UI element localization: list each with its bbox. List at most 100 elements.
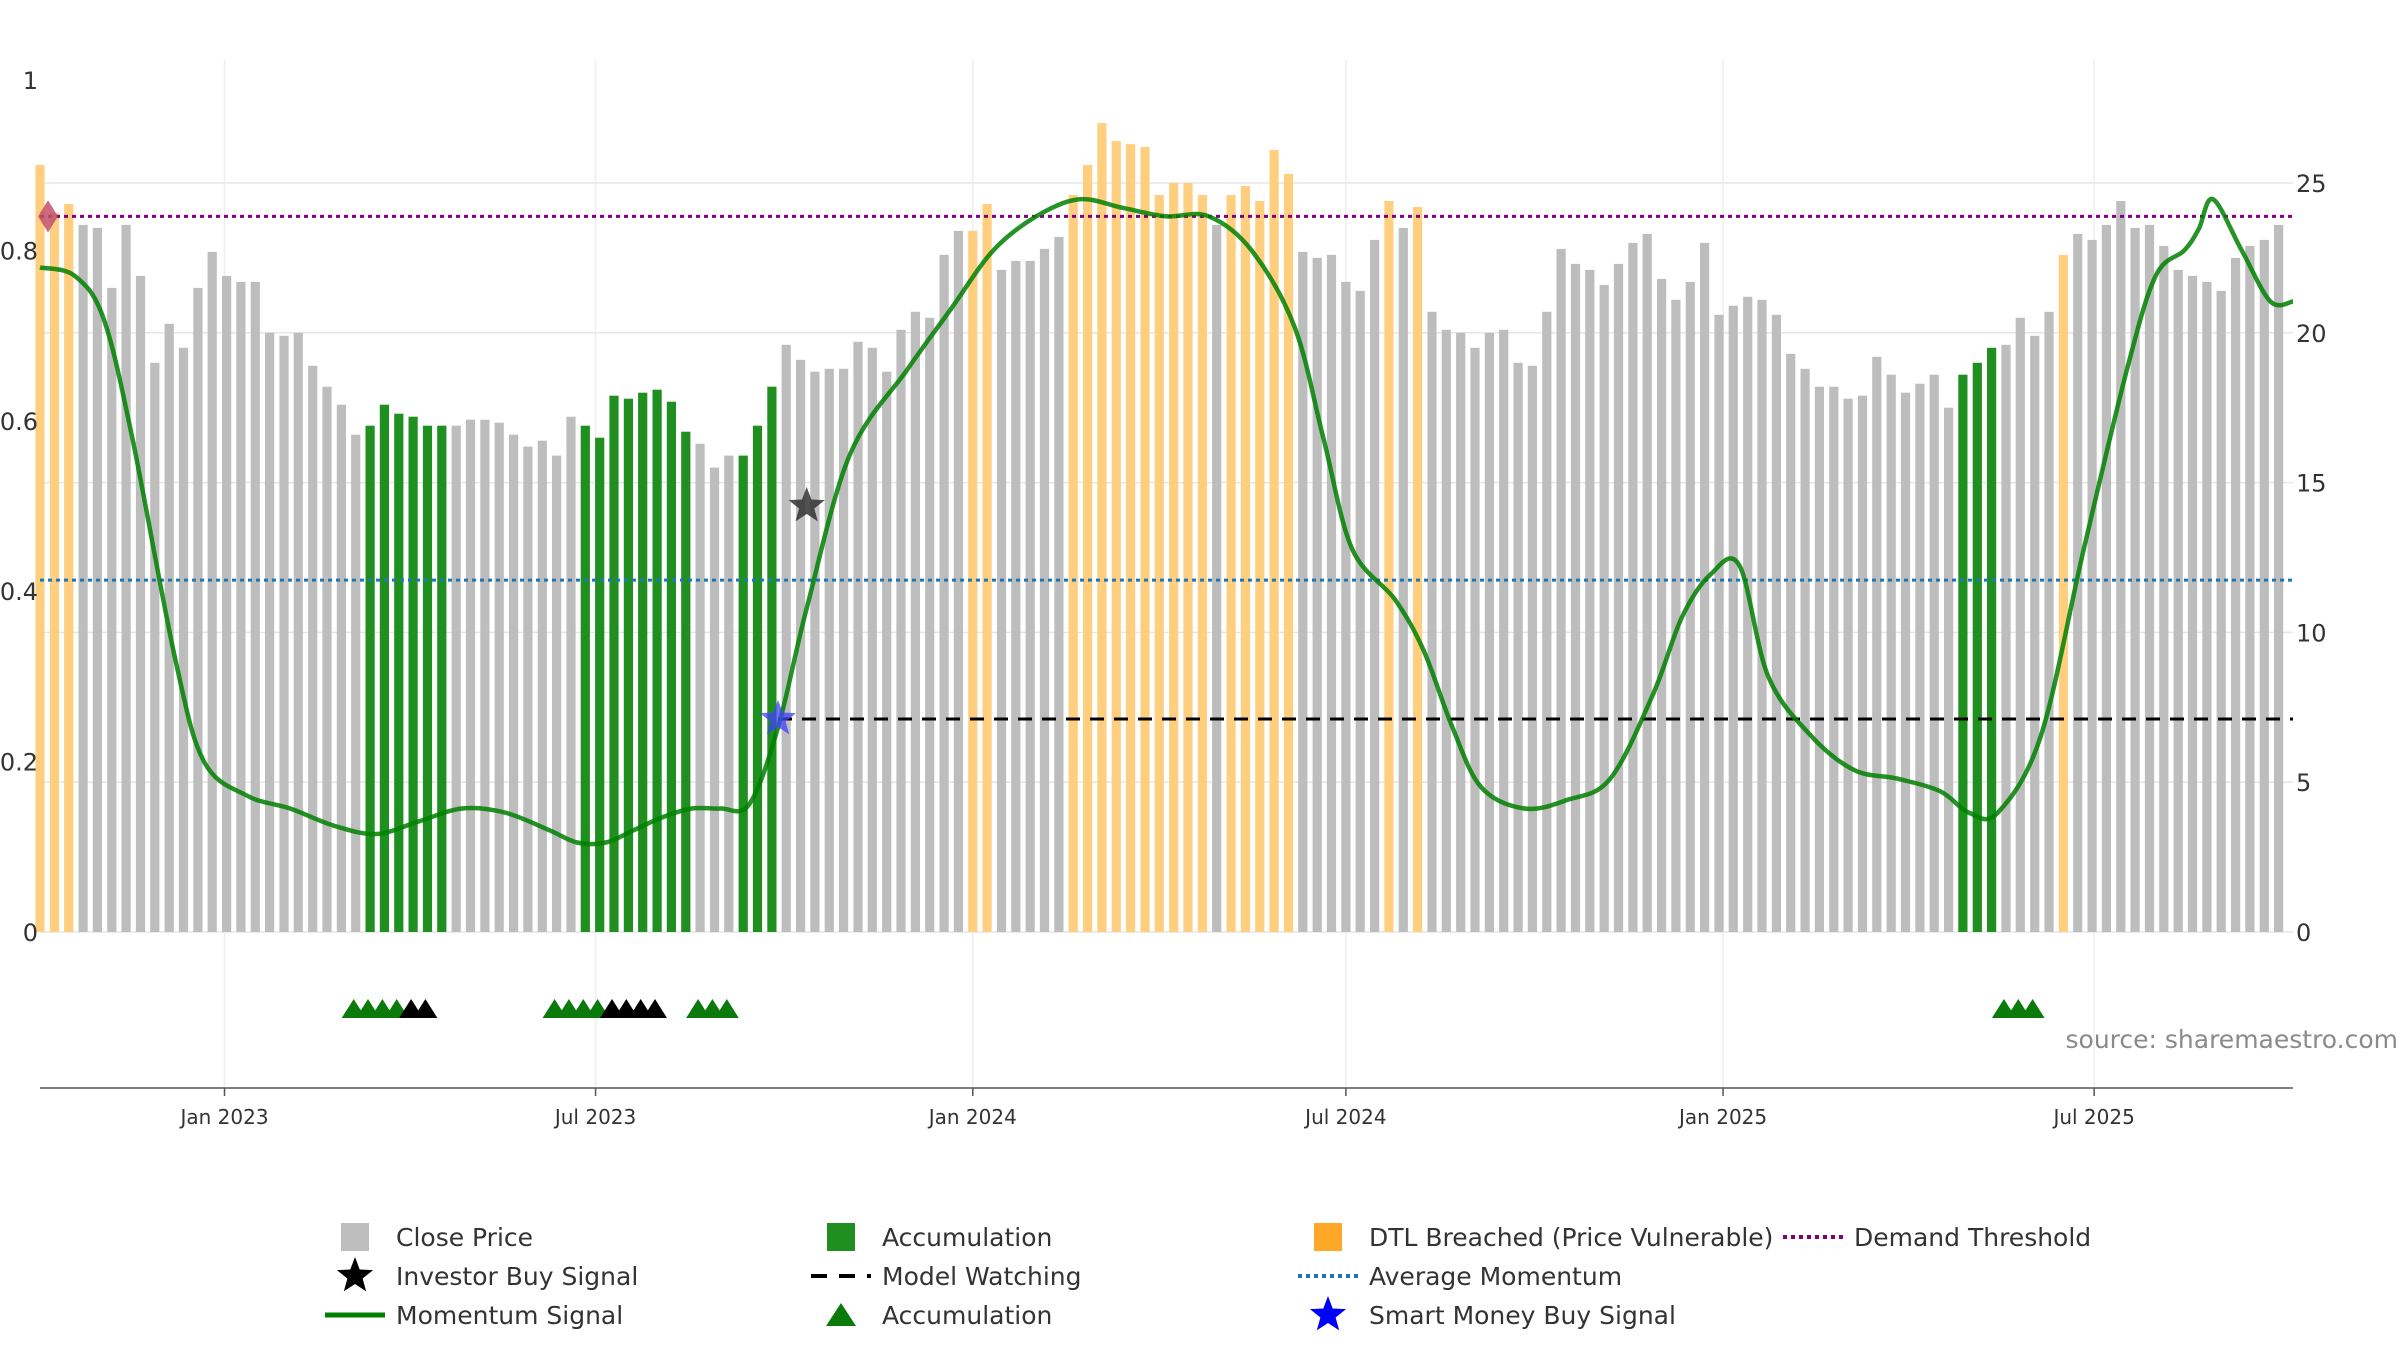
legend-item: Accumulation bbox=[827, 1223, 1052, 1252]
close-price-bar bbox=[1642, 233, 1652, 932]
accumulation-bar bbox=[365, 425, 375, 932]
close-price-bar bbox=[781, 344, 791, 932]
close-price-bar bbox=[1843, 398, 1853, 932]
close-price-bar bbox=[1757, 299, 1767, 932]
legend-label: Investor Buy Signal bbox=[396, 1262, 638, 1291]
legend-item: DTL Breached (Price Vulnerable) bbox=[1314, 1223, 1773, 1252]
close-price-bar bbox=[1886, 374, 1896, 932]
accumulation-triangle bbox=[2020, 999, 2045, 1018]
close-price-bar bbox=[135, 275, 146, 932]
legend-square-icon bbox=[1314, 1223, 1342, 1251]
close-price-bar bbox=[1857, 395, 1868, 932]
close-price-bar bbox=[853, 341, 863, 932]
right-axis-tick-label: 10 bbox=[2296, 619, 2327, 647]
legend-item: Average Momentum bbox=[1298, 1262, 1622, 1291]
smart-money-buy-signal-star bbox=[759, 700, 797, 735]
close-price-bar bbox=[1671, 299, 1681, 932]
close-price-bar bbox=[351, 434, 361, 932]
close-price-bar bbox=[523, 446, 533, 932]
close-price-bar bbox=[2015, 317, 2025, 932]
close-price-bar bbox=[1829, 386, 1839, 932]
close-price-bar bbox=[996, 269, 1007, 932]
date-axis-tick-label: Jan 2024 bbox=[927, 1105, 1017, 1129]
price-bars bbox=[35, 123, 2284, 933]
dtl-breached-bar bbox=[1097, 123, 1107, 933]
accumulation-bar bbox=[666, 401, 676, 932]
dtl-breached-bar bbox=[1183, 183, 1193, 932]
close-price-bar bbox=[2187, 275, 2198, 932]
left-axis-tick-label: 0.6 bbox=[0, 408, 38, 436]
close-price-bar bbox=[2144, 224, 2155, 932]
dtl-breached-bar bbox=[35, 165, 45, 932]
right-axis-tick-label: 0 bbox=[2296, 919, 2311, 947]
close-price-bar bbox=[867, 347, 877, 932]
close-price-bar bbox=[1484, 332, 1494, 932]
close-price-bar bbox=[2101, 224, 2111, 932]
close-price-bar bbox=[824, 368, 834, 932]
close-price-bar bbox=[207, 251, 217, 932]
left-axis-tick-label: 0 bbox=[23, 919, 38, 947]
close-price-bar bbox=[78, 224, 88, 932]
close-price-bar bbox=[2030, 335, 2040, 932]
close-price-bar bbox=[1915, 383, 1925, 932]
close-price-bar bbox=[1628, 242, 1638, 932]
date-axis-tick-label: Jan 2023 bbox=[178, 1105, 268, 1129]
legend-item: Accumulation bbox=[826, 1301, 1052, 1330]
close-price-bar bbox=[1800, 368, 1810, 932]
close-price-bar bbox=[1599, 284, 1609, 932]
dtl-breached-bar bbox=[1126, 144, 1136, 933]
accumulation-bar bbox=[738, 455, 748, 932]
close-price-bar bbox=[2159, 245, 2169, 932]
left-axis-tick-label: 0.2 bbox=[0, 749, 38, 777]
dtl-breached-bar bbox=[1197, 195, 1207, 932]
close-price-bar bbox=[566, 416, 576, 932]
accumulation-bar bbox=[767, 386, 777, 932]
investor-buy-signal-star bbox=[788, 487, 825, 522]
dtl-breached-bar bbox=[1111, 141, 1121, 933]
close-price-bar bbox=[1054, 236, 1064, 932]
close-price-bar bbox=[1212, 224, 1222, 932]
close-price-bar bbox=[695, 443, 705, 932]
close-price-bar bbox=[2245, 245, 2255, 932]
legend-star-icon bbox=[1309, 1296, 1347, 1331]
accumulation-bar bbox=[1958, 374, 1968, 932]
accumulation-bar bbox=[681, 431, 691, 932]
close-price-bar bbox=[1570, 263, 1581, 932]
close-price-bar bbox=[509, 434, 519, 932]
left-axis-tick-label: 0.8 bbox=[0, 237, 38, 265]
dtl-breached-bar bbox=[1154, 195, 1164, 932]
right-axis-tick-label: 5 bbox=[2296, 769, 2311, 797]
close-price-bar bbox=[1441, 329, 1451, 932]
accumulation-bar bbox=[638, 392, 648, 932]
close-price-bar bbox=[1499, 329, 1509, 932]
close-price-bar bbox=[2274, 224, 2284, 932]
close-price-bar bbox=[1556, 248, 1566, 932]
close-price-bar bbox=[1872, 356, 1882, 932]
dtl-breached-bar bbox=[1169, 183, 1179, 932]
close-price-bar bbox=[896, 329, 906, 932]
close-price-bar bbox=[1685, 281, 1695, 932]
close-price-bar bbox=[2001, 344, 2011, 932]
accumulation-bar bbox=[422, 425, 433, 932]
close-price-bar bbox=[1929, 374, 1939, 932]
close-price-bar bbox=[1944, 407, 1954, 932]
close-price-bar bbox=[1427, 311, 1437, 932]
dtl-breached-bar bbox=[1269, 150, 1279, 932]
close-price-bar bbox=[953, 230, 963, 932]
right-axis-tick-label: 25 bbox=[2296, 170, 2327, 198]
close-price-bar bbox=[1326, 254, 1337, 932]
close-price-bar bbox=[279, 335, 289, 932]
close-price-bar bbox=[1786, 353, 1796, 932]
signal-lines bbox=[39, 196, 2294, 847]
close-price-bar bbox=[2116, 201, 2126, 932]
close-price-bar bbox=[1700, 242, 1710, 932]
legend-star-icon bbox=[336, 1257, 374, 1292]
dtl-breached-bar bbox=[49, 213, 59, 932]
dtl-breached-bar bbox=[1068, 195, 1078, 932]
close-price-bar bbox=[293, 332, 303, 932]
close-price-bar bbox=[796, 359, 806, 932]
close-price-bar bbox=[322, 386, 332, 932]
dtl-breached-bar bbox=[1240, 186, 1250, 932]
